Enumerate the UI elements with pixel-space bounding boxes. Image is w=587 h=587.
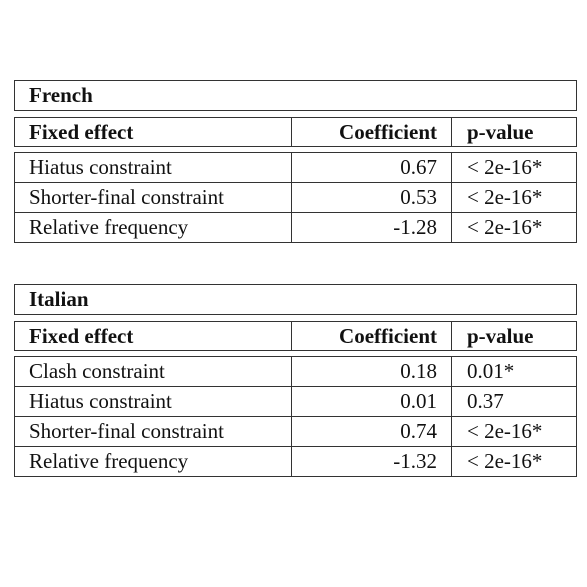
table-cell: Clash constraint (14, 356, 292, 387)
table-cell: -1.28 (291, 212, 452, 243)
table-title: Italian (14, 284, 577, 315)
table-title: French (14, 80, 577, 111)
column-header: Coefficient (291, 321, 452, 351)
column-header: Coefficient (291, 117, 452, 147)
table-cell: < 2e-16* (451, 446, 577, 477)
table-cell: Hiatus constraint (14, 386, 292, 417)
table-cell: -1.32 (291, 446, 452, 477)
table-cell: 0.67 (291, 152, 452, 183)
table-cell: Shorter-final constraint (14, 182, 292, 213)
table-cell: 0.01 (291, 386, 452, 417)
column-header: Fixed effect (14, 321, 292, 351)
column-header: p-value (451, 117, 577, 147)
table-cell: 0.74 (291, 416, 452, 447)
table-cell: Relative frequency (14, 446, 292, 477)
table-cell: < 2e-16* (451, 416, 577, 447)
column-header: Fixed effect (14, 117, 292, 147)
column-header: p-value (451, 321, 577, 351)
table-cell: < 2e-16* (451, 182, 577, 213)
table-cell: < 2e-16* (451, 212, 577, 243)
table-cell: 0.18 (291, 356, 452, 387)
table-cell: < 2e-16* (451, 152, 577, 183)
table-cell: 0.01* (451, 356, 577, 387)
table-cell: Relative frequency (14, 212, 292, 243)
table-cell: 0.37 (451, 386, 577, 417)
table-cell: Hiatus constraint (14, 152, 292, 183)
table-cell: Shorter-final constraint (14, 416, 292, 447)
table-cell: 0.53 (291, 182, 452, 213)
